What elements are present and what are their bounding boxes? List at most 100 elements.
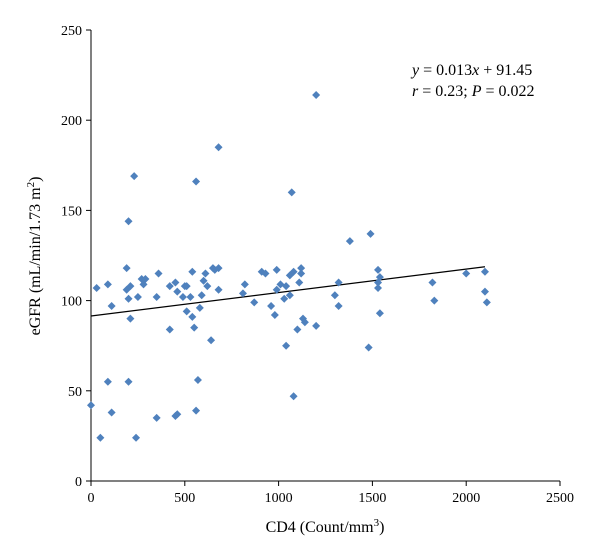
data-point bbox=[192, 406, 201, 415]
y-tick-label: 200 bbox=[61, 114, 82, 129]
stat-p-symbol: P bbox=[471, 83, 482, 100]
data-point bbox=[152, 292, 161, 301]
x-tick-label: 1000 bbox=[265, 491, 293, 506]
y-tick-label: 0 bbox=[75, 475, 82, 490]
data-point bbox=[141, 274, 150, 283]
data-point bbox=[480, 267, 489, 276]
data-point bbox=[188, 267, 197, 276]
data-point bbox=[178, 292, 187, 301]
x-axis-title-end: ) bbox=[379, 519, 384, 536]
x-tick-label: 0 bbox=[88, 491, 95, 506]
data-point bbox=[107, 302, 116, 311]
data-point bbox=[238, 289, 247, 298]
y-axis-title-end: ) bbox=[27, 177, 44, 182]
data-point bbox=[130, 172, 139, 181]
data-point bbox=[334, 278, 343, 287]
x-axis-title-sup: 3 bbox=[374, 517, 380, 529]
data-point bbox=[374, 265, 383, 274]
y-tick-label: 250 bbox=[61, 24, 82, 39]
data-point bbox=[280, 294, 289, 303]
data-point bbox=[154, 269, 163, 278]
y-axis-ticks: 0 50 100 150 200 250 bbox=[61, 24, 91, 490]
y-tick-label: 100 bbox=[61, 295, 82, 310]
stat-r-symbol: r bbox=[412, 83, 419, 100]
data-point bbox=[103, 377, 112, 386]
data-point bbox=[193, 375, 202, 384]
data-point bbox=[293, 325, 302, 334]
data-point bbox=[199, 276, 208, 285]
data-point bbox=[297, 264, 306, 273]
data-point bbox=[103, 280, 112, 289]
data-point bbox=[300, 318, 309, 327]
data-point bbox=[132, 433, 141, 442]
eq-slope: = 0.013 bbox=[419, 62, 472, 79]
data-point bbox=[124, 217, 133, 226]
data-point bbox=[428, 278, 437, 287]
data-point bbox=[282, 341, 291, 350]
data-point bbox=[182, 282, 191, 291]
data-point bbox=[312, 90, 321, 99]
data-point bbox=[92, 283, 101, 292]
data-point bbox=[364, 343, 373, 352]
data-point bbox=[297, 269, 306, 278]
data-point bbox=[152, 413, 161, 422]
y-tick-label: 150 bbox=[61, 204, 82, 219]
data-point bbox=[482, 298, 491, 307]
data-point bbox=[214, 264, 223, 273]
data-point bbox=[295, 278, 304, 287]
stat-r-value: = 0.23; bbox=[418, 83, 471, 100]
data-point bbox=[122, 264, 131, 273]
data-point bbox=[124, 377, 133, 386]
correlation-stats: r = 0.23; P = 0.022 bbox=[412, 83, 535, 100]
data-point bbox=[330, 291, 339, 300]
y-axis-title: eGFR (mL/min/1.73 m2) bbox=[25, 177, 44, 336]
x-axis-ticks: 0 500 1000 1500 2000 2500 bbox=[88, 481, 574, 506]
data-point bbox=[285, 291, 294, 300]
y-axis-title-sup: 2 bbox=[25, 182, 37, 188]
data-point bbox=[375, 309, 384, 318]
regression-equation: y = 0.013x + 91.45 bbox=[410, 62, 532, 79]
data-point bbox=[188, 312, 197, 321]
data-point bbox=[289, 392, 298, 401]
x-tick-label: 500 bbox=[174, 491, 195, 506]
data-point bbox=[87, 401, 95, 410]
data-point bbox=[190, 323, 199, 332]
data-point bbox=[430, 296, 439, 305]
data-point bbox=[366, 229, 375, 238]
data-point bbox=[133, 292, 142, 301]
data-point bbox=[334, 302, 343, 311]
data-point bbox=[171, 278, 180, 287]
data-point bbox=[312, 321, 321, 330]
x-tick-label: 2500 bbox=[546, 491, 574, 506]
data-point bbox=[173, 287, 182, 296]
data-point bbox=[124, 294, 133, 303]
eq-intercept: + 91.45 bbox=[479, 62, 532, 79]
data-point bbox=[96, 433, 105, 442]
data-point bbox=[462, 269, 471, 278]
data-point bbox=[282, 282, 291, 291]
y-tick-label: 50 bbox=[68, 385, 82, 400]
data-point bbox=[270, 311, 279, 320]
data-point bbox=[375, 273, 384, 282]
data-point bbox=[173, 410, 182, 419]
data-point bbox=[240, 280, 249, 289]
data-point bbox=[126, 314, 135, 323]
data-point bbox=[267, 302, 276, 311]
data-point bbox=[192, 177, 201, 186]
data-point bbox=[165, 325, 174, 334]
data-point bbox=[374, 283, 383, 292]
data-point bbox=[214, 143, 223, 152]
data-point bbox=[272, 285, 281, 294]
eq-x-symbol: x bbox=[471, 62, 479, 79]
data-point bbox=[203, 282, 212, 291]
data-point bbox=[126, 282, 135, 291]
eq-y-symbol: y bbox=[410, 62, 420, 79]
x-tick-label: 2000 bbox=[452, 491, 480, 506]
data-points bbox=[87, 90, 491, 442]
data-point bbox=[197, 291, 206, 300]
data-point bbox=[107, 408, 116, 417]
data-point bbox=[272, 265, 281, 274]
data-point bbox=[345, 237, 354, 246]
data-point bbox=[287, 188, 296, 197]
data-point bbox=[165, 282, 174, 291]
